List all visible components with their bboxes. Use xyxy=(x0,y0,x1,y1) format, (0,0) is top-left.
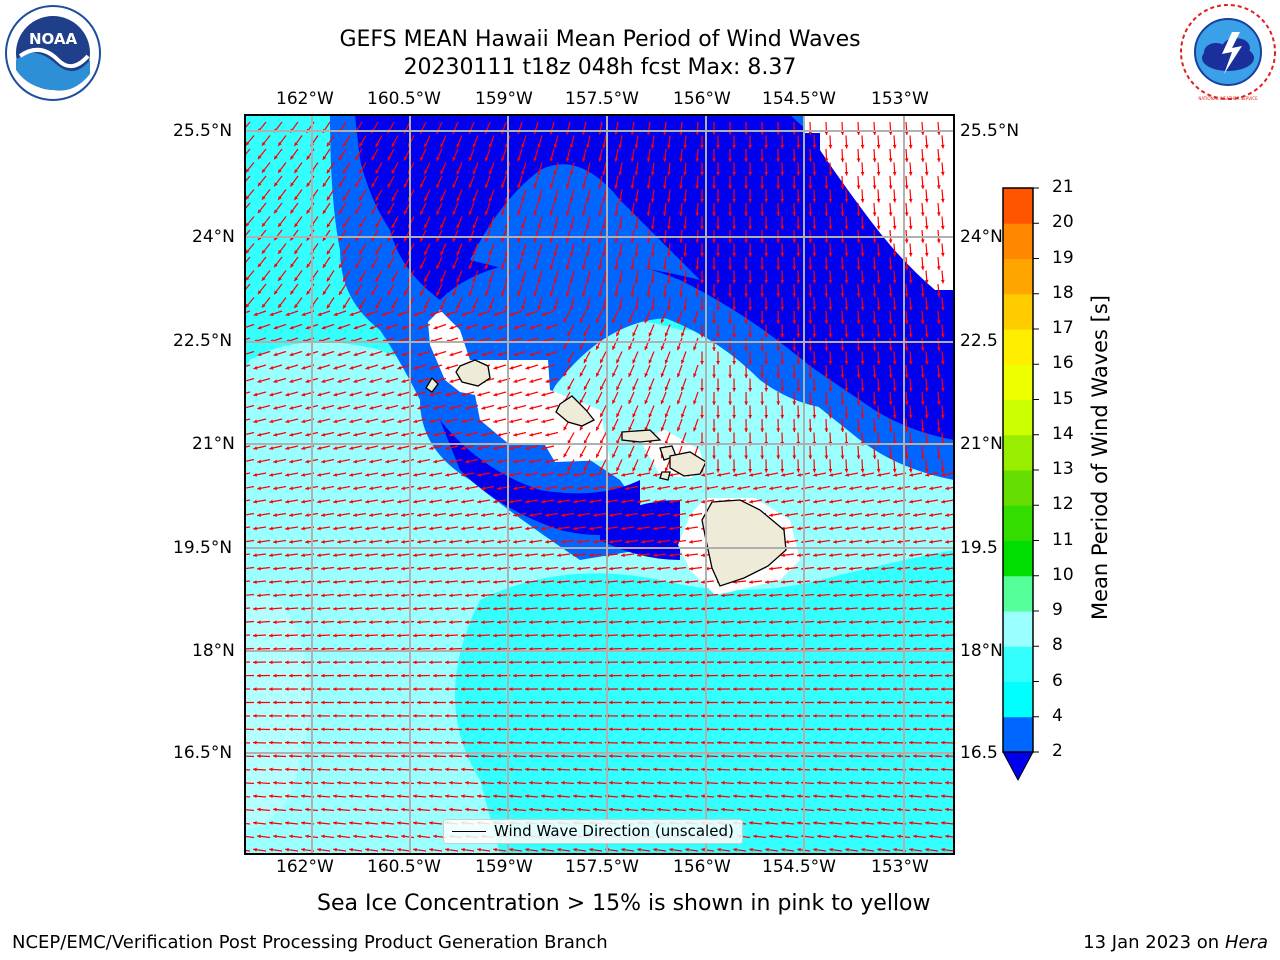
lat-label-left: 25.5°N xyxy=(173,121,233,141)
lon-label-top: 162°W xyxy=(276,89,334,109)
colorbar-tick-label: 2 xyxy=(1052,741,1063,761)
colorbar-tick-label: 17 xyxy=(1052,318,1074,338)
colorbar-tick-label: 9 xyxy=(1052,600,1063,620)
colorbar-tick-label: 15 xyxy=(1052,388,1074,409)
lon-label-top: 154.5°W xyxy=(762,89,836,109)
colorbar-tick-label: 4 xyxy=(1052,705,1063,726)
colorbar-segment xyxy=(1003,681,1033,718)
colorbar-tick-label: 6 xyxy=(1052,670,1063,691)
colorbar-segments xyxy=(1003,188,1033,753)
colorbar-segment xyxy=(1003,540,1033,577)
colorbar-tick-label: 8 xyxy=(1052,635,1063,656)
colorbar-segment xyxy=(1003,646,1033,682)
lat-label-left: 21°N xyxy=(192,434,235,454)
colorbar-extend-triangle xyxy=(1002,751,1034,782)
no-data-island-mask xyxy=(428,310,610,462)
lon-label-top: 156°W xyxy=(673,89,731,109)
lon-label-top: 157.5°W xyxy=(565,89,639,109)
island-oahu xyxy=(555,395,596,427)
colorbar-tick-label: 12 xyxy=(1052,494,1074,515)
colorbar-tick-label: 21 xyxy=(1052,177,1074,197)
lon-label-bottom: 157.5°W xyxy=(565,857,639,877)
island-kahoolawe xyxy=(659,471,671,481)
lon-label-bottom: 153°W xyxy=(871,857,929,877)
colorbar-tick-label: 16 xyxy=(1052,353,1074,374)
colorbar-segment xyxy=(1003,223,1033,259)
legend-line-swatch xyxy=(452,830,486,832)
lat-label-right: 24°N xyxy=(960,227,1003,247)
nws-logo-text: NATIONAL WEATHER SERVICE xyxy=(1198,96,1258,101)
footer-date: 13 Jan 2023 on Hera xyxy=(1083,932,1268,953)
colorbar-tick-label: 14 xyxy=(1052,423,1074,444)
island-niihau xyxy=(425,376,439,393)
noaa-logo-icon: NOAA xyxy=(5,5,101,101)
lat-label-right: 25.5°N xyxy=(960,121,1020,141)
legend-label: Wind Wave Direction (unscaled) xyxy=(494,822,734,840)
colorbar-segment xyxy=(1003,505,1033,541)
noaa-logo-text: NOAA xyxy=(29,30,78,48)
map-legend: Wind Wave Direction (unscaled) xyxy=(443,819,743,844)
colorbar-tick-label: 19 xyxy=(1052,247,1074,268)
colorbar-segment xyxy=(1003,364,1033,400)
lat-label-left: 19.5°N xyxy=(173,538,233,558)
colorbar-tick-label: 10 xyxy=(1052,564,1074,585)
colorbar-segment xyxy=(1003,188,1033,224)
colorbar-segment xyxy=(1003,611,1033,647)
sea-mid-period-band xyxy=(440,259,850,410)
colorbar-segment xyxy=(1003,470,1033,506)
colorbar-tick-label: 20 xyxy=(1052,212,1074,233)
footer-host: Hera xyxy=(1224,932,1268,953)
sea-lightest-period-zone xyxy=(245,595,310,830)
lon-label-top: 153°W xyxy=(871,89,929,109)
footer-date-text: 13 Jan 2023 on xyxy=(1083,932,1220,953)
lat-label-left: 18°N xyxy=(192,641,235,661)
wind-wave-direction-arrows xyxy=(245,121,954,852)
lon-label-bottom: 156°W xyxy=(673,857,731,877)
colorbar-segment xyxy=(1003,293,1033,330)
chart-title: GEFS MEAN Hawaii Mean Period of Wind Wav… xyxy=(339,27,861,52)
lat-label-left: 24°N xyxy=(192,227,235,247)
colorbar-segment xyxy=(1003,716,1033,753)
colorbar-segment xyxy=(1003,329,1033,365)
colorbar-segment xyxy=(1003,575,1033,612)
colorbar xyxy=(1002,187,1039,782)
lat-label-right: 21°N xyxy=(960,434,1003,454)
colorbar-segment xyxy=(1003,399,1033,436)
island-kauai xyxy=(455,359,491,387)
footer-branch: NCEP/EMC/Verification Post Processing Pr… xyxy=(12,932,608,953)
lon-label-top: 159°W xyxy=(475,89,533,109)
chart-subtitle: 20230111 t18z 048h fcst Max: 8.37 xyxy=(403,55,797,80)
colorbar-tick-marks xyxy=(1033,187,1039,753)
lon-label-top: 160.5°W xyxy=(367,89,441,109)
island-molokai xyxy=(621,429,662,443)
colorbar-tick-label: 11 xyxy=(1052,529,1074,550)
lat-label-right: 16.5 xyxy=(960,743,998,763)
sea-light-period-zone xyxy=(245,320,954,854)
lat-label-right: 19.5 xyxy=(960,538,998,558)
map-frame xyxy=(244,114,955,855)
colorbar-segment xyxy=(1003,434,1033,471)
sea-ice-caption: Sea Ice Concentration > 15% is shown in … xyxy=(317,891,931,916)
colorbar-label: Mean Period of Wind Waves [s] xyxy=(1088,295,1112,620)
colorbar-tick-label: 18 xyxy=(1052,282,1074,303)
lat-label-right: 22.5 xyxy=(960,331,998,351)
colorbar-segment xyxy=(1003,258,1033,295)
lat-label-right: 18°N xyxy=(960,641,1003,661)
lat-label-left: 22.5°N xyxy=(173,331,233,351)
graticule xyxy=(245,115,954,854)
lon-label-bottom: 160.5°W xyxy=(367,857,441,877)
lat-label-left: 16.5°N xyxy=(173,743,233,763)
lon-label-bottom: 154.5°W xyxy=(762,857,836,877)
colorbar-tick-label: 13 xyxy=(1052,459,1074,479)
land-islands xyxy=(425,359,787,587)
national-weather-service-logo-icon: NATIONAL WEATHER SERVICE xyxy=(1180,4,1276,101)
lon-label-bottom: 162°W xyxy=(276,857,334,877)
lon-label-bottom: 159°W xyxy=(475,857,533,877)
island-maui xyxy=(669,451,707,477)
